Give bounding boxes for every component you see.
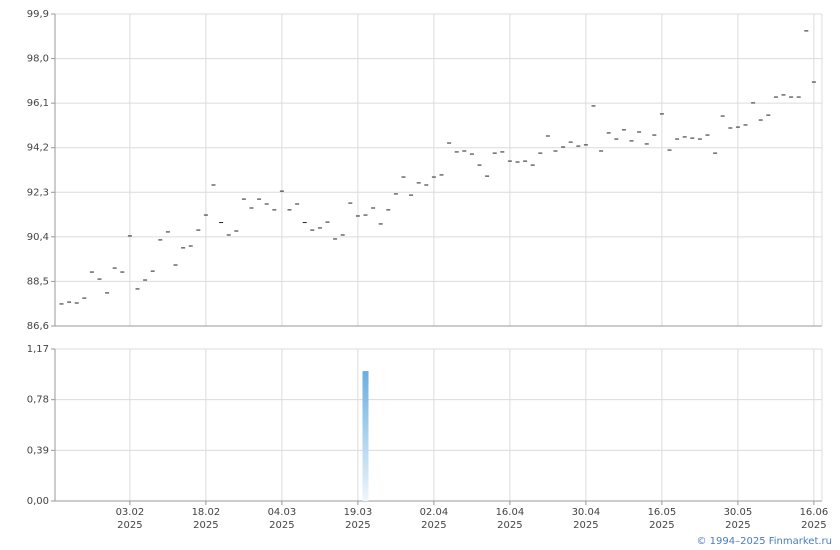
- volume-bar: [362, 371, 369, 501]
- x-tick-label: 16.06 2025: [799, 507, 829, 531]
- y-tick-label: 99,9: [27, 9, 49, 20]
- y-tick-label: 1,17: [27, 344, 49, 355]
- y-tick-label: 96,1: [27, 98, 49, 109]
- x-tick-label: 02.04 2025: [419, 507, 449, 531]
- y-tick-label: 88,5: [27, 276, 49, 287]
- x-tick-label: 16.05 2025: [647, 507, 677, 531]
- x-tick-label: 03.02 2025: [115, 507, 145, 531]
- y-tick-label: 0,39: [27, 445, 49, 456]
- y-tick-label: 0,00: [27, 496, 49, 507]
- y-tick-label: 98,0: [27, 54, 49, 65]
- y-tick-label: 94,2: [27, 143, 49, 154]
- y-tick-label: 86,6: [27, 321, 49, 332]
- x-tick-label: 04.03 2025: [267, 507, 297, 531]
- x-tick-label: 19.03 2025: [343, 507, 373, 531]
- x-tick-label: 16.04 2025: [495, 507, 525, 531]
- x-tick-label: 30.05 2025: [723, 507, 753, 531]
- footer-link[interactable]: © 1994–2025 Finmarket.ru: [696, 536, 832, 547]
- y-tick-label: 0,78: [27, 395, 49, 406]
- y-tick-label: 92,3: [27, 187, 49, 198]
- x-tick-label: 30.04 2025: [571, 507, 601, 531]
- x-tick-label: 18.02 2025: [191, 507, 221, 531]
- y-tick-label: 90,4: [27, 232, 49, 243]
